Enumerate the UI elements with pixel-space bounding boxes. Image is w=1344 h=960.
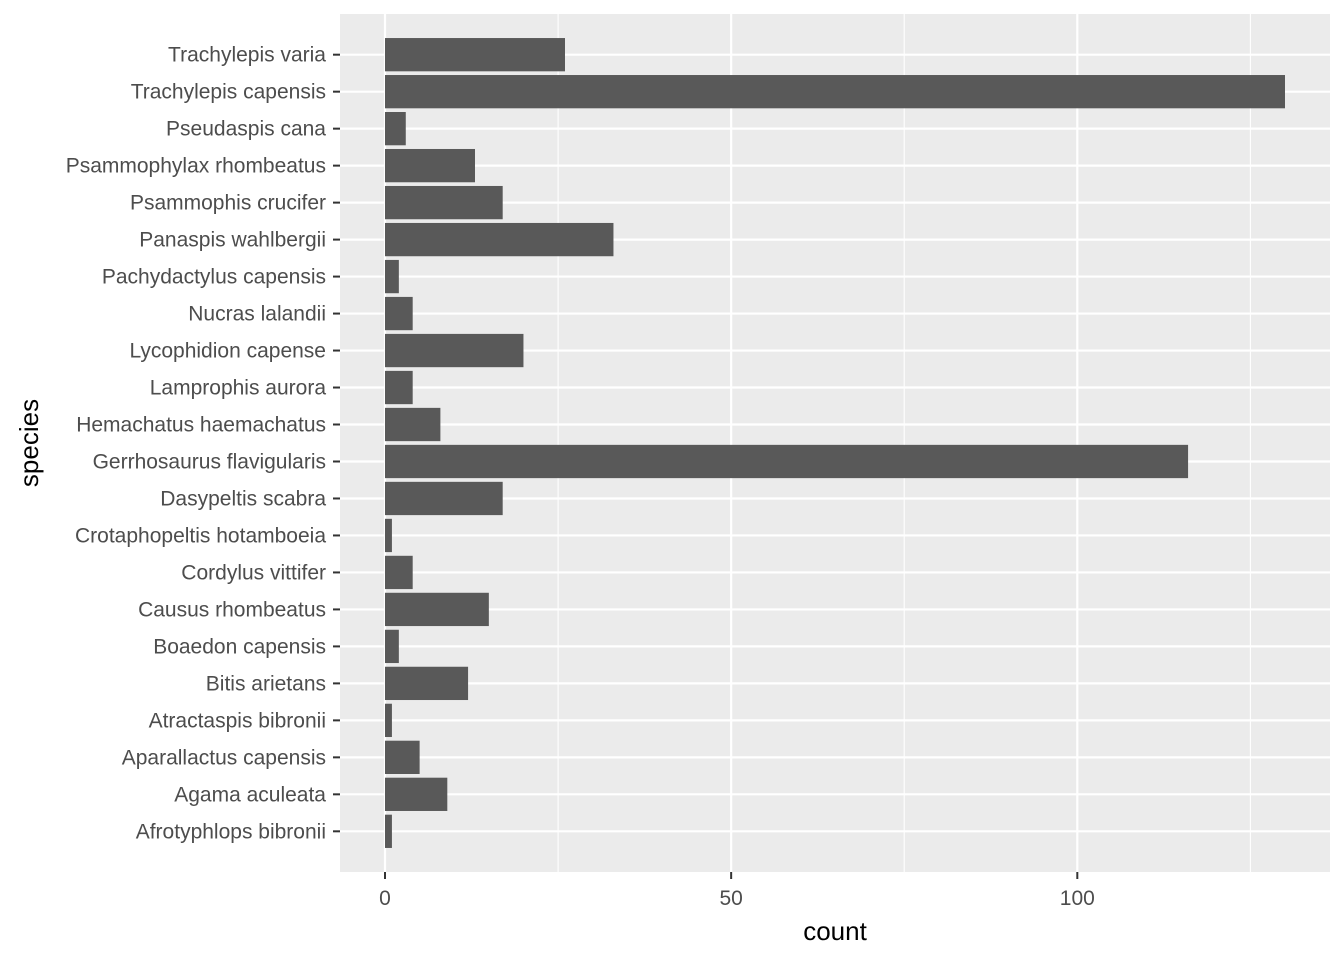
bar [385,185,503,220]
bar [385,666,469,701]
y-tick-label: Crotaphopeltis hotamboeia [75,524,326,547]
bar [385,75,1285,109]
bar [385,38,565,72]
y-tick-label: Atractaspis bibronii [149,709,326,732]
bar [385,112,406,146]
bar [385,333,524,368]
bar [385,259,399,294]
y-tick-label: Gerrhosaurus flavigularis [93,450,326,473]
y-tick-label: Hemachatus haemachatus [76,414,326,437]
y-axis-title: species [14,399,44,487]
y-tick-label: Lamprophis aurora [150,377,327,400]
y-tick-label: Trachylepis varia [168,44,326,67]
y-tick-label: Bitis arietans [206,672,326,695]
y-tick-label: Causus rhombeatus [138,598,326,621]
x-tick-label: 0 [379,887,391,910]
y-axis: Trachylepis varia Trachylepis capensis Pse… [66,44,340,843]
x-tick-label: 50 [719,887,742,910]
bar [385,555,413,590]
bar [385,777,448,811]
y-tick-label: Pseudaspis cana [166,118,326,141]
plot-panel [340,14,1330,872]
y-tick-label: Cordylus vittifer [181,561,326,584]
y-tick-label: Psammophylax rhombeatus [66,155,326,178]
x-tick-label: 100 [1060,887,1095,910]
bar [385,370,413,405]
minor-gridlines [557,14,1251,872]
y-tick-label: Boaedon capensis [153,635,326,658]
bar [385,481,503,516]
y-tick-label: Aparallactus capensis [122,746,326,769]
bar [385,407,441,442]
y-tick-label: Lycophidion capense [129,340,326,363]
bar [385,814,392,848]
bar [385,222,614,257]
y-tick-label: Panaspis wahlbergii [139,229,326,252]
bar [385,444,1189,479]
y-tick-label: Trachylepis capensis [131,81,326,104]
y-tick-label: Agama aculeata [174,783,326,806]
bar [385,518,392,553]
x-axis-title: count [803,916,867,946]
bar [385,740,420,774]
y-tick-label: Afrotyphlops bibronii [136,820,326,843]
y-tick-label: Pachydactylus capensis [102,266,326,289]
x-axis: 0 50 100 [379,872,1095,910]
bars [385,38,1285,848]
bar [385,296,413,331]
bar [385,592,489,627]
bar [385,148,475,183]
y-tick-label: Nucras lalandii [188,303,326,326]
bar [385,703,392,738]
y-tick-label: Psammophis crucifer [130,192,326,215]
bar [385,629,399,664]
y-tick-label: Dasypeltis scabra [160,487,326,510]
